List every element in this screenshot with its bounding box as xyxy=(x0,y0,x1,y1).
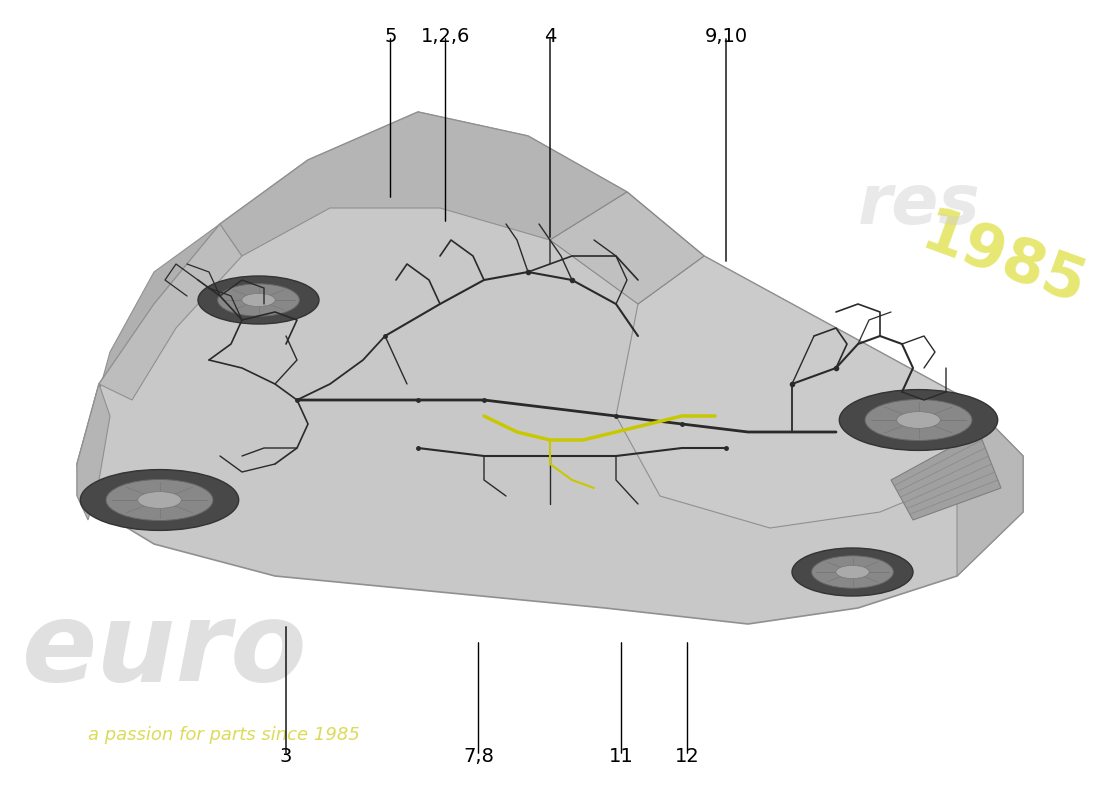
Ellipse shape xyxy=(242,294,275,306)
Text: a passion for parts since 1985: a passion for parts since 1985 xyxy=(88,726,360,744)
Polygon shape xyxy=(77,384,110,520)
Polygon shape xyxy=(616,256,968,528)
Ellipse shape xyxy=(106,479,213,521)
Ellipse shape xyxy=(839,390,998,450)
Text: 1985: 1985 xyxy=(913,203,1093,317)
Text: euro: euro xyxy=(22,597,308,704)
Text: 3: 3 xyxy=(279,746,293,766)
Polygon shape xyxy=(550,192,704,304)
Ellipse shape xyxy=(792,548,913,596)
Text: 7,8: 7,8 xyxy=(463,746,494,766)
Text: 5: 5 xyxy=(384,26,397,46)
Text: 11: 11 xyxy=(609,746,634,766)
Polygon shape xyxy=(891,432,1001,520)
Ellipse shape xyxy=(836,566,869,578)
Ellipse shape xyxy=(812,556,893,588)
Text: 12: 12 xyxy=(675,746,700,766)
Ellipse shape xyxy=(896,412,940,428)
Ellipse shape xyxy=(218,284,299,316)
Text: 9,10: 9,10 xyxy=(704,26,748,46)
Ellipse shape xyxy=(198,276,319,324)
Polygon shape xyxy=(220,112,627,256)
Polygon shape xyxy=(77,112,1023,624)
Ellipse shape xyxy=(865,399,972,441)
Polygon shape xyxy=(957,400,1023,576)
Ellipse shape xyxy=(138,492,182,508)
Text: 4: 4 xyxy=(543,26,557,46)
Ellipse shape xyxy=(80,470,239,530)
Text: res: res xyxy=(858,171,981,238)
Text: 1,2,6: 1,2,6 xyxy=(421,26,470,46)
Polygon shape xyxy=(99,224,242,400)
Polygon shape xyxy=(77,224,220,496)
